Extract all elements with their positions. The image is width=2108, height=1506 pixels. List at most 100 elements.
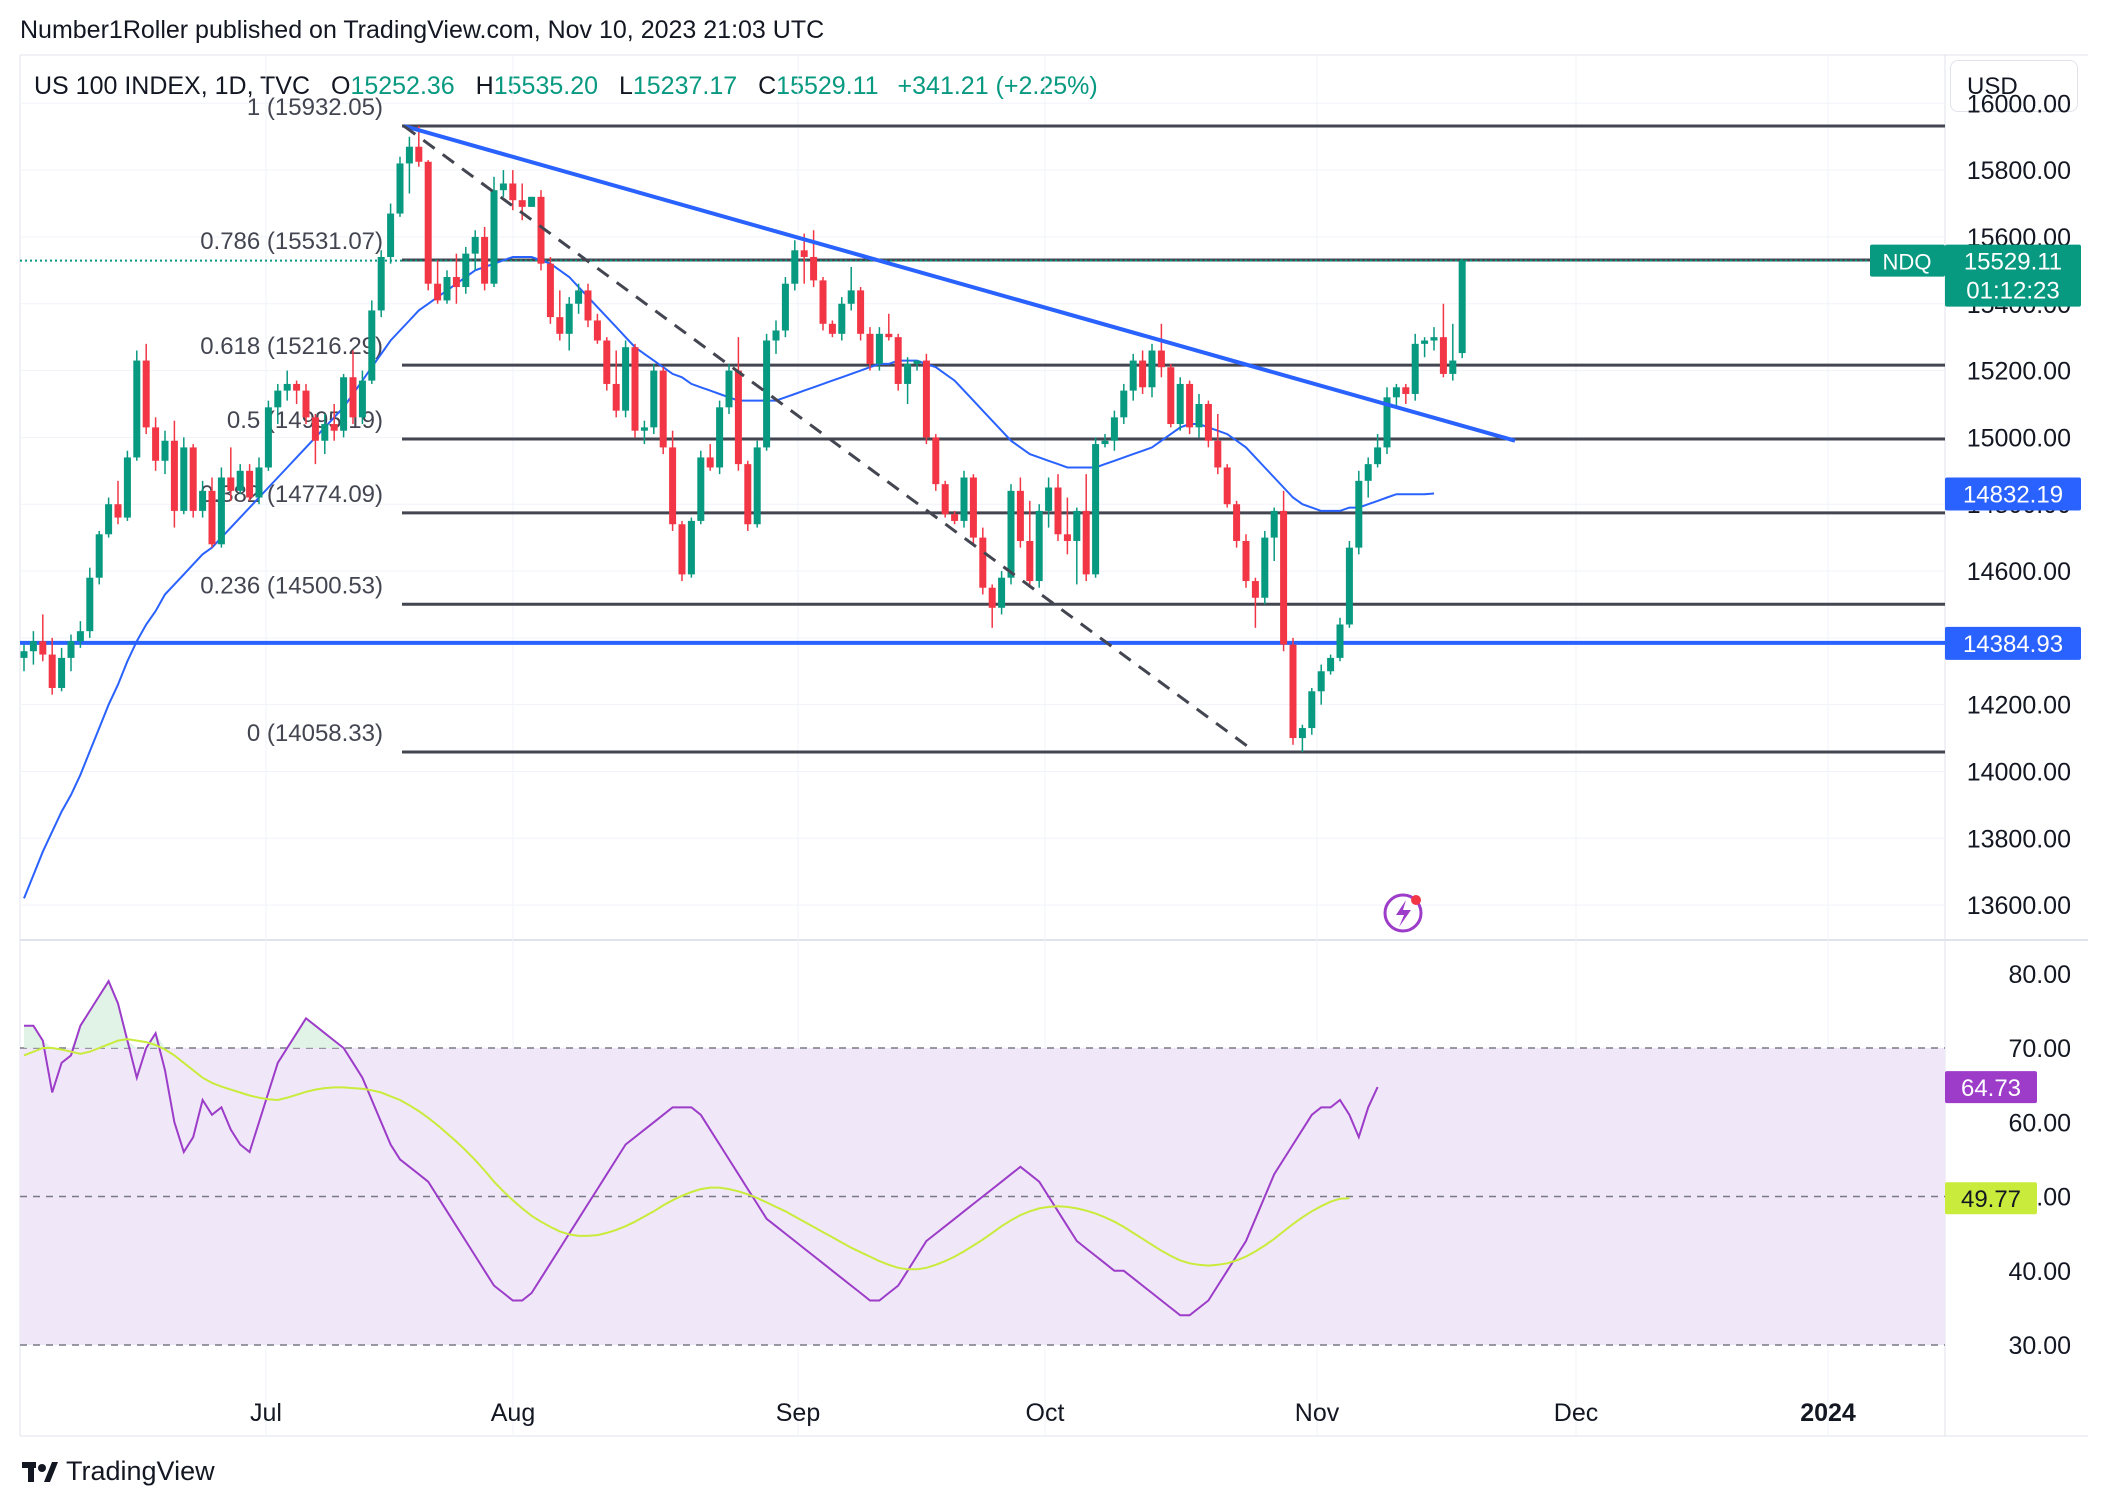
candle-body (706, 457, 714, 468)
candle-body (1270, 510, 1278, 538)
candle-body (105, 504, 113, 535)
candle-body (133, 360, 141, 458)
candle-body (1035, 510, 1043, 582)
rsi-ma-line (23, 1038, 1350, 1271)
open-value: 15252.36 (350, 72, 455, 100)
candle-body (1129, 360, 1137, 391)
candle-body (697, 457, 705, 521)
candle-body (1092, 444, 1100, 575)
candle-body (387, 213, 395, 257)
candle-body (669, 447, 677, 525)
candle-body (424, 161, 432, 284)
brand[interactable]: TradingView (22, 1456, 215, 1487)
candle-body (716, 407, 724, 468)
candle-body (725, 370, 733, 408)
rsi-ma-value-tag: 49.77 (1961, 1186, 2021, 1213)
candle-body (744, 464, 752, 525)
close-label: C (758, 72, 777, 100)
last-price-tag: 01:12:23 (1966, 278, 2059, 305)
candle-body (622, 347, 630, 411)
fib-level-label: 1 (15932.05) (247, 94, 383, 121)
symbol-name[interactable]: US 100 INDEX, 1D, TVC (34, 72, 311, 100)
candle-body (1421, 340, 1429, 344)
candle-body (537, 196, 545, 264)
candle-body (631, 347, 639, 431)
candle-body (58, 657, 66, 688)
candle-body (998, 577, 1006, 608)
candle-body (875, 333, 883, 364)
candle-body (1157, 350, 1165, 368)
candle-body (499, 183, 507, 191)
candle-body (838, 303, 846, 334)
candle-body (791, 250, 799, 284)
candle-body (518, 200, 526, 207)
x-tick-label: Jul (250, 1399, 282, 1427)
candle-body (208, 490, 216, 545)
candle-body (687, 520, 695, 575)
candle-body (988, 587, 996, 608)
candle-body (922, 360, 930, 438)
ndq-tag-bg (1870, 244, 1945, 277)
x-tick-label: Sep (776, 1399, 820, 1427)
candle-body (913, 360, 921, 364)
candle-body (528, 196, 536, 207)
candle-body (377, 256, 385, 311)
candle-body (490, 190, 498, 284)
candle-body (1214, 440, 1222, 468)
lightning-bolt-icon (1396, 900, 1411, 927)
low-label: L (618, 72, 633, 100)
candle-body (1364, 464, 1372, 481)
candle-body (1383, 397, 1391, 448)
brand-name: TradingView (66, 1456, 215, 1486)
candle-body (283, 383, 291, 391)
candle-body (847, 290, 855, 304)
candle-body (349, 377, 357, 418)
candle-body (48, 654, 56, 688)
candle-body (255, 467, 263, 498)
candle-body (1007, 490, 1015, 578)
rsi-tag-bg (1945, 1071, 2037, 1104)
rsi-y-tick-label: 40.00 (2008, 1258, 2071, 1286)
fib-level-label: 0 (14058.33) (247, 720, 383, 747)
candle-body (828, 323, 836, 334)
low-value: 15237.17 (632, 72, 738, 100)
rsi-y-tick-label: 70.00 (2008, 1035, 2071, 1063)
y-tick-label: 14000.00 (1967, 758, 2071, 786)
candle-body (1411, 343, 1419, 394)
candle-body (443, 277, 451, 301)
candle-body (819, 280, 827, 324)
candles-group (20, 126, 1466, 753)
currency-selector[interactable]: USD (1950, 60, 2078, 112)
candle-body (452, 277, 460, 288)
candle-body (1327, 657, 1335, 672)
candle-body (189, 447, 197, 511)
candle-body (264, 407, 272, 468)
candle-body (1167, 367, 1175, 425)
candle-body (509, 183, 517, 201)
candle-body (358, 380, 366, 418)
candle-body (302, 390, 310, 418)
candle-body (593, 320, 601, 341)
candle-body (405, 146, 413, 164)
symbol-legend: US 100 INDEX, 1D, TVC O15252.36 H15535.2… (34, 72, 1098, 101)
candle-body (1063, 534, 1071, 541)
candle-body (753, 447, 761, 525)
candle-body (161, 440, 169, 461)
fib-level-label: 0.618 (15216.29) (200, 333, 383, 360)
high-label: H (475, 72, 494, 100)
y-tick-label: 15200.00 (1967, 358, 2071, 386)
candle-body (311, 417, 319, 441)
candle-body (1045, 487, 1053, 511)
candle-body (1120, 390, 1128, 418)
candle-body (180, 447, 188, 511)
fib-level-label: 0.786 (15531.07) (200, 228, 383, 255)
candle-body (1261, 537, 1269, 598)
candle-body (781, 283, 789, 331)
candle-body (612, 383, 620, 411)
candle-body (763, 340, 771, 448)
candle-body (1073, 510, 1081, 541)
candle-body (800, 250, 808, 257)
candle-body (1195, 403, 1203, 428)
candle-body (1204, 403, 1212, 441)
